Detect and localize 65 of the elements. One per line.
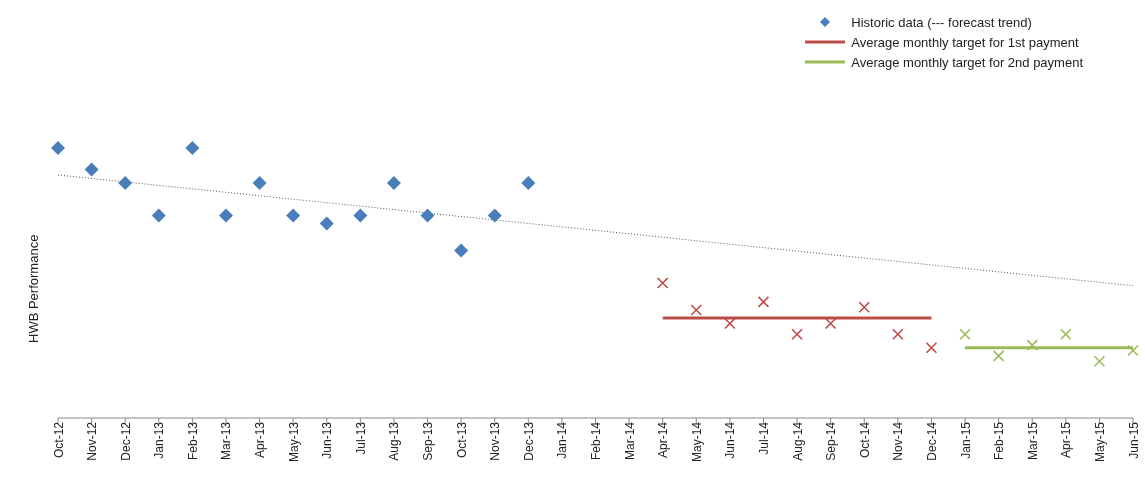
legend-label: Historic data (--- forecast trend) <box>851 14 1032 30</box>
x-tick-label: Mar-13 <box>219 421 234 461</box>
legend-label: Average monthly target for 1st payment <box>851 34 1079 50</box>
point <box>151 208 166 223</box>
x-tick-label: May-15 <box>1092 421 1107 463</box>
x-tick-label: Dec-14 <box>924 421 939 461</box>
x-tick-label: Sep-14 <box>824 421 839 461</box>
point <box>656 277 669 289</box>
x-tick-label: Feb-14 <box>589 421 604 461</box>
x-tick-label: Feb-15 <box>992 421 1007 461</box>
point <box>1060 328 1072 341</box>
x-tick-label: Apr-13 <box>253 421 268 459</box>
x-tick-label: Apr-14 <box>656 421 671 459</box>
point <box>858 301 871 314</box>
point <box>690 304 703 316</box>
x-tick-label: Jan-13 <box>152 421 167 459</box>
point <box>118 176 133 191</box>
x-tick-label: Jun-13 <box>320 421 335 459</box>
point <box>84 162 99 177</box>
x-tick-label: Sep-13 <box>421 421 436 461</box>
x-tick-label: Nov-14 <box>891 421 906 461</box>
x-tick-label: Oct-13 <box>454 421 469 459</box>
legend-label: Average monthly target for 2nd payment <box>851 54 1083 70</box>
x-tick-label: Feb-13 <box>185 421 200 461</box>
point <box>1127 344 1139 357</box>
x-tick-label: Jun-14 <box>723 421 738 459</box>
x-tick-label: Jul-13 <box>353 421 368 455</box>
x-tick-label: Dec-13 <box>521 421 536 461</box>
point <box>286 208 301 223</box>
point <box>1093 355 1106 368</box>
point <box>992 350 1005 362</box>
x-tick-label: Apr-15 <box>1059 421 1074 459</box>
x-tick-label: Jul-14 <box>756 421 771 455</box>
point <box>1026 339 1039 351</box>
point <box>185 141 200 155</box>
x-tick-label: Jun-15 <box>1126 421 1141 459</box>
x-tick-label: Aug-14 <box>790 421 805 461</box>
x-tick-label: Nov-13 <box>488 421 503 461</box>
point <box>386 176 401 191</box>
point <box>791 328 803 341</box>
point <box>353 208 368 223</box>
x-tick-label: Aug-13 <box>387 421 402 461</box>
x-tick-label: Dec-12 <box>118 421 133 461</box>
point <box>420 208 435 223</box>
point <box>521 176 536 191</box>
point <box>892 328 904 341</box>
point <box>319 216 334 231</box>
point <box>757 296 770 308</box>
point <box>959 328 971 341</box>
x-tick-label: Jan-14 <box>555 421 570 459</box>
x-tick-label: Jan-15 <box>958 421 973 459</box>
point <box>218 208 233 223</box>
point <box>454 243 469 258</box>
point <box>925 342 938 354</box>
x-tick-label: Oct-12 <box>51 421 66 459</box>
point <box>252 176 267 191</box>
x-tick-label: May-13 <box>286 421 301 463</box>
y-axis-title: HWB Performance <box>25 234 41 343</box>
x-tick-label: Mar-15 <box>1025 421 1040 461</box>
x-tick-label: May-14 <box>689 421 704 463</box>
x-tick-label: Nov-12 <box>85 421 100 461</box>
point <box>51 141 65 155</box>
x-tick-label: Oct-14 <box>857 421 872 459</box>
point <box>487 208 502 223</box>
x-tick-label: Mar-14 <box>622 421 637 461</box>
